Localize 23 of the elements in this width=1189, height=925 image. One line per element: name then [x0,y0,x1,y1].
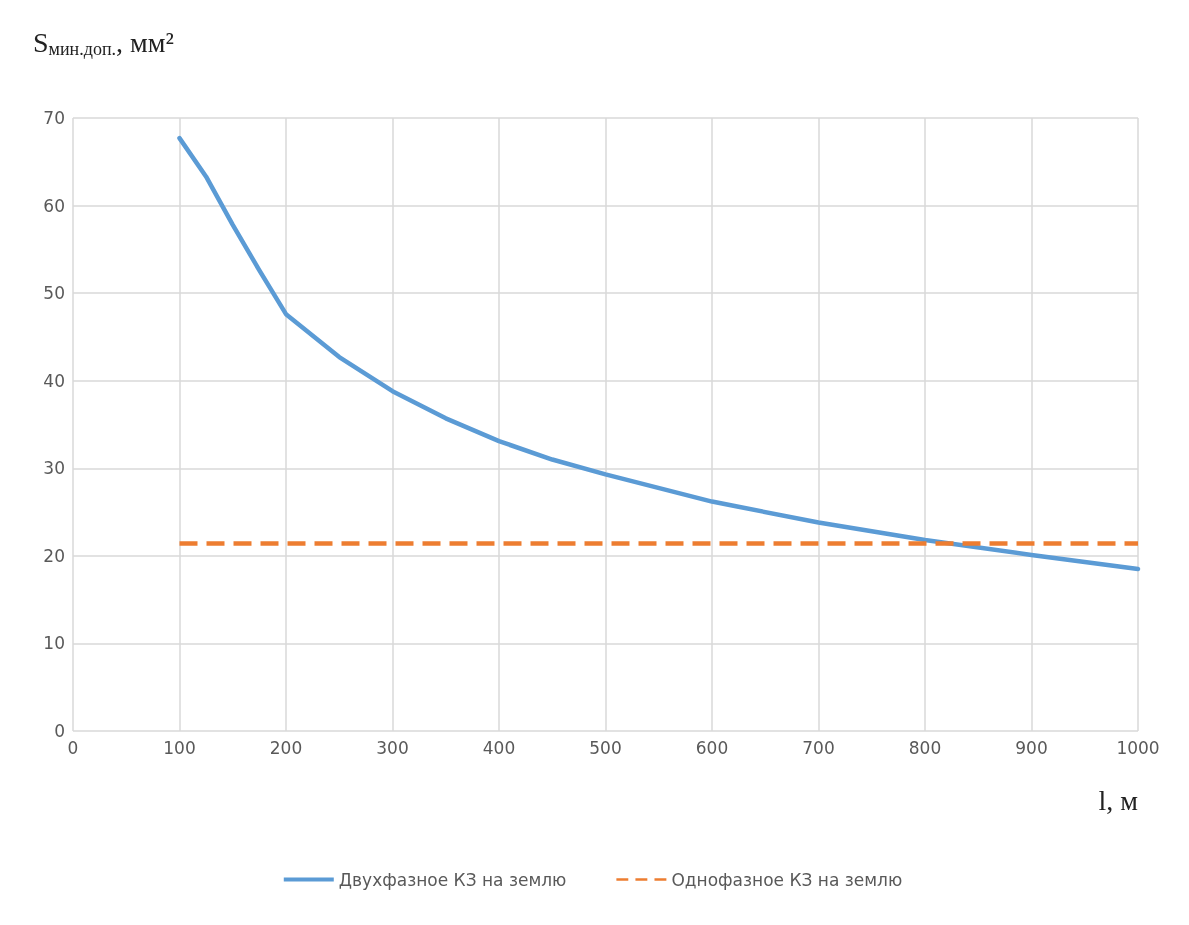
y-tick-label: 0 [54,721,65,741]
legend-label: Однофазное КЗ на землю [671,869,903,890]
x-tick-label: 500 [589,737,622,758]
x-tick-label: 1000 [1116,737,1160,758]
x-tick-label: 600 [695,737,729,758]
line-series [177,135,1141,572]
x-tick-label: 100 [163,737,196,758]
y-tick-label: 60 [43,195,65,216]
x-tick-label: 200 [269,737,303,758]
x-axis-title: l, м [1098,784,1139,816]
y-tick-label: 40 [43,370,65,391]
x-tick-label: 800 [908,737,942,758]
x-tick-label: 0 [67,737,79,758]
x-tick-label: 900 [1015,737,1048,758]
legend-label: Двухфазное КЗ на землю [338,869,567,890]
y-tick-label: 20 [43,545,65,566]
y-tick-label: 50 [43,283,65,304]
y-tick-label: 10 [43,633,65,654]
x-tick-label: 300 [376,737,409,758]
y-tick-label: 70 [43,108,65,128]
y-tick-label: 30 [43,458,65,479]
x-tick-label: 400 [482,737,516,758]
x-tick-label: 700 [802,737,835,758]
